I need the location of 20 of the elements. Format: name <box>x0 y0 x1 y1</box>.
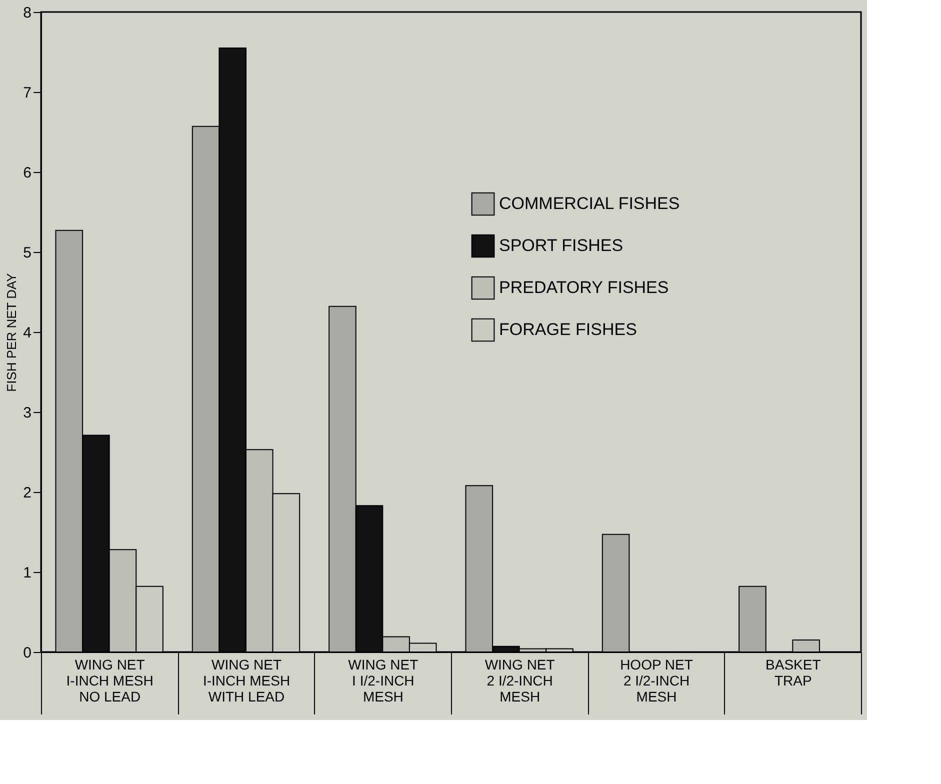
y-tick-label: 1 <box>23 564 32 582</box>
y-tick-label: 5 <box>23 244 32 262</box>
y-tick-label: 6 <box>23 164 32 182</box>
y-axis-title: FISH PER NET DAY <box>4 272 20 392</box>
x-tick-label: WING NET 2 I/2-INCH MESH <box>484 656 556 704</box>
y-tick-label: 0 <box>23 644 32 662</box>
x-tick-label: BASKET TRAP <box>766 656 822 688</box>
x-tick-label: HOOP NET 2 I/2-INCH MESH <box>620 656 694 704</box>
y-tick-label: 4 <box>23 324 32 342</box>
legend-label: COMMERCIAL FISHES <box>499 194 680 213</box>
x-tick-label: WING NET I-INCH MESH WITH LEAD <box>202 656 290 704</box>
legend-label: PREDATORY FISHES <box>499 278 669 297</box>
legend-label: FORAGE FISHES <box>499 320 637 339</box>
legend-label: SPORT FISHES <box>499 236 624 255</box>
y-tick-label: 3 <box>23 404 32 422</box>
x-tick-label: WING NET I I/2-INCH MESH <box>348 656 419 704</box>
y-tick-label: 8 <box>23 4 32 22</box>
y-tick-label: 7 <box>23 84 32 102</box>
y-tick-label: 2 <box>23 484 32 502</box>
x-tick-label: WING NET I-INCH MESH NO LEAD <box>66 656 154 704</box>
